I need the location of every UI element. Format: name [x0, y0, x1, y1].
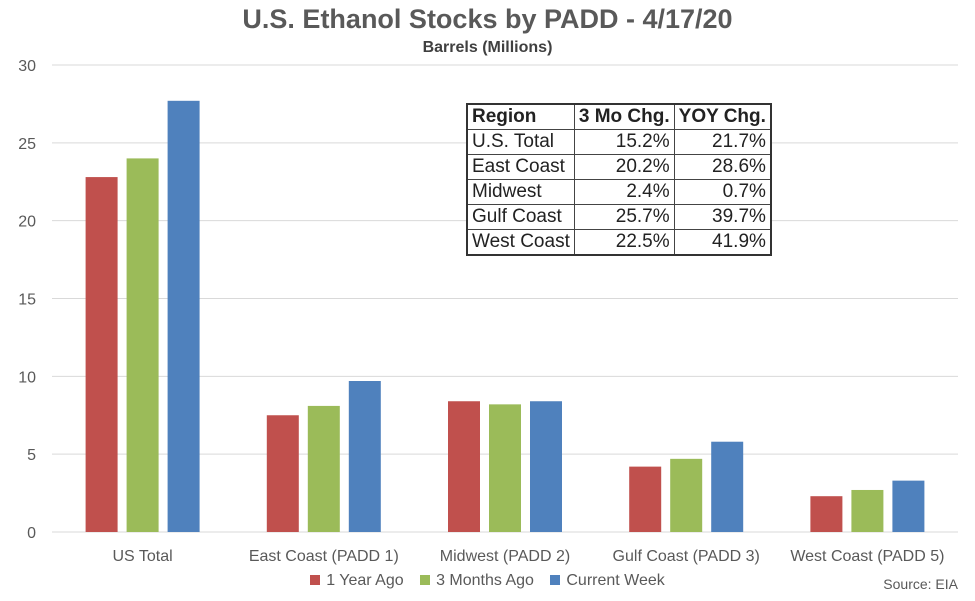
bar [629, 466, 662, 532]
bars [85, 100, 925, 532]
bar [851, 489, 884, 532]
bar [348, 381, 381, 532]
table-row: Midwest 2.4% 0.7% [466, 179, 772, 205]
table-header-region: Region [466, 103, 575, 130]
table-cell-yoy: 39.7% [673, 204, 772, 230]
legend-swatch [420, 575, 431, 585]
table-row: Gulf Coast 25.7% 39.7% [466, 204, 772, 230]
y-axis-ticks: 0 5 10 15 20 25 30 [18, 58, 36, 542]
table-cell-3mo: 2.4% [573, 179, 675, 205]
chart-title: U.S. Ethanol Stocks by PADD - 4/17/20 [242, 4, 733, 34]
table-cell-yoy: 21.7% [673, 129, 772, 155]
legend-item-3-months-ago: 3 Months Ago [420, 572, 534, 590]
legend: 1 Year Ago 3 Months Ago Current Week [0, 572, 975, 590]
table-cell-region: U.S. Total [466, 129, 575, 155]
legend-swatch [550, 575, 561, 585]
y-tick-label: 10 [18, 369, 36, 386]
table-cell-3mo: 15.2% [573, 129, 675, 155]
x-tick-label: West Coast (PADD 5) [790, 548, 944, 565]
x-tick-label: East Coast (PADD 1) [249, 548, 399, 565]
table-header-3mo: 3 Mo Chg. [573, 103, 675, 130]
table-cell-yoy: 41.9% [673, 229, 772, 256]
bar [85, 177, 118, 532]
y-tick-label: 20 [18, 214, 36, 231]
bar [489, 404, 521, 532]
table-cell-3mo: 20.2% [573, 154, 675, 180]
bar [448, 401, 480, 532]
source-note: Source: EIA [883, 576, 958, 592]
y-tick-label: 30 [18, 58, 36, 75]
bar [307, 405, 340, 532]
x-tick-label: Midwest (PADD 2) [440, 548, 570, 565]
x-axis-ticks: US Total East Coast (PADD 1) Midwest (PADD… [113, 548, 945, 565]
table-row: U.S. Total 15.2% 21.7% [466, 129, 772, 155]
table-cell-region: East Coast [466, 154, 575, 180]
bar [530, 401, 562, 532]
legend-item-current-week: Current Week [550, 572, 665, 590]
legend-swatch [310, 575, 321, 585]
y-tick-label: 25 [18, 136, 36, 153]
table-cell-3mo: 22.5% [573, 229, 675, 256]
legend-label: 3 Months Ago [436, 572, 534, 589]
bar [892, 480, 925, 532]
bar [126, 158, 159, 532]
table-cell-yoy: 28.6% [673, 154, 772, 180]
chart-subtitle: Barrels (Millions) [422, 39, 553, 56]
y-tick-label: 0 [27, 525, 36, 542]
x-tick-label: US Total [113, 548, 173, 565]
table-row: West Coast 22.5% 41.9% [466, 229, 772, 256]
y-tick-label: 15 [18, 292, 36, 309]
change-table: Region 3 Mo Chg. YOY Chg. U.S. Total 15.… [466, 103, 772, 256]
bar [670, 458, 703, 532]
bar [167, 100, 200, 532]
table-header-yoy: YOY Chg. [673, 103, 772, 130]
table-cell-3mo: 25.7% [573, 204, 675, 230]
table-header-row: Region 3 Mo Chg. YOY Chg. [466, 103, 772, 130]
table-cell-region: Gulf Coast [466, 204, 575, 230]
bar [810, 496, 843, 532]
table-cell-region: West Coast [466, 229, 575, 256]
table-row: East Coast 20.2% 28.6% [466, 154, 772, 180]
x-tick-label: Gulf Coast (PADD 3) [613, 548, 760, 565]
y-tick-label: 5 [27, 447, 36, 464]
legend-label: 1 Year Ago [326, 572, 404, 589]
legend-item-1-year-ago: 1 Year Ago [310, 572, 404, 590]
table-cell-region: Midwest [466, 179, 575, 205]
table-cell-yoy: 0.7% [673, 179, 772, 205]
bar [711, 441, 744, 532]
legend-label: Current Week [566, 572, 665, 589]
bar [266, 415, 299, 532]
